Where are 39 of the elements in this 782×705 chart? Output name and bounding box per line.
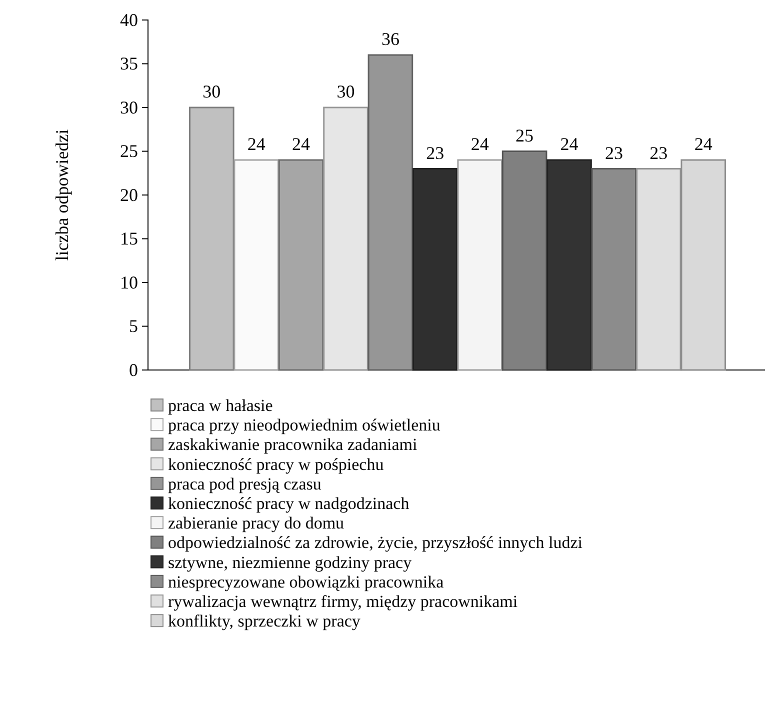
legend-label: praca pod presją czasu bbox=[168, 474, 322, 494]
bar bbox=[189, 106, 234, 371]
y-tick-label: 5 bbox=[129, 316, 138, 336]
y-tick-label: 30 bbox=[120, 97, 138, 118]
bar bbox=[457, 159, 503, 371]
y-tick-label: 40 bbox=[120, 10, 138, 30]
legend-label: praca w hałasie bbox=[168, 396, 273, 415]
bar bbox=[502, 150, 548, 371]
data-label: 25 bbox=[516, 125, 534, 146]
legend-label: konflikty, sprzeczki w pracy bbox=[168, 612, 361, 631]
data-label: 24 bbox=[470, 134, 489, 154]
legend-label: praca przy nieodpowiednim oświetleniu bbox=[168, 416, 441, 435]
y-axis-title: liczba odpowiedzi bbox=[52, 129, 72, 261]
legend-label: konieczność pracy w nadgodzinach bbox=[168, 494, 410, 513]
y-tick-label: 20 bbox=[120, 184, 138, 205]
y-tick-label: 10 bbox=[120, 272, 138, 292]
y-tick-label: 35 bbox=[120, 54, 138, 74]
data-label: 23 bbox=[650, 142, 668, 163]
y-tick-label: 0 bbox=[129, 360, 138, 380]
data-label: 24 bbox=[247, 134, 266, 154]
legend-label: sztywne, niezmienne godziny pracy bbox=[168, 552, 412, 572]
data-label: 24 bbox=[694, 134, 712, 154]
legend-label: rywalizacja wewnątrz firmy, między pracownikami bbox=[168, 592, 518, 611]
data-label: 30 bbox=[336, 82, 355, 102]
bar bbox=[412, 168, 458, 371]
data-label: 23 bbox=[426, 142, 444, 163]
legend-label: zabieranie pracy do domu bbox=[168, 514, 345, 533]
data-label: 24 bbox=[292, 134, 310, 154]
data-label: 30 bbox=[202, 82, 221, 102]
data-label: 23 bbox=[604, 142, 623, 163]
legend-label: zaskakiwanie pracownika zadaniami bbox=[168, 435, 418, 454]
data-label: 24 bbox=[560, 134, 578, 154]
data-label: 36 bbox=[381, 29, 400, 49]
legend-label: konieczność pracy w pośpiechu bbox=[168, 454, 384, 474]
y-tick-label: 25 bbox=[120, 141, 138, 162]
y-tick-label: 15 bbox=[120, 228, 138, 249]
legend-label: niesprecyzowane obowiązki pracownika bbox=[168, 572, 444, 592]
bar bbox=[546, 159, 592, 371]
legend-label: odpowiedzialność za zdrowie, życie, przyszłość innych ludzi bbox=[168, 533, 583, 552]
